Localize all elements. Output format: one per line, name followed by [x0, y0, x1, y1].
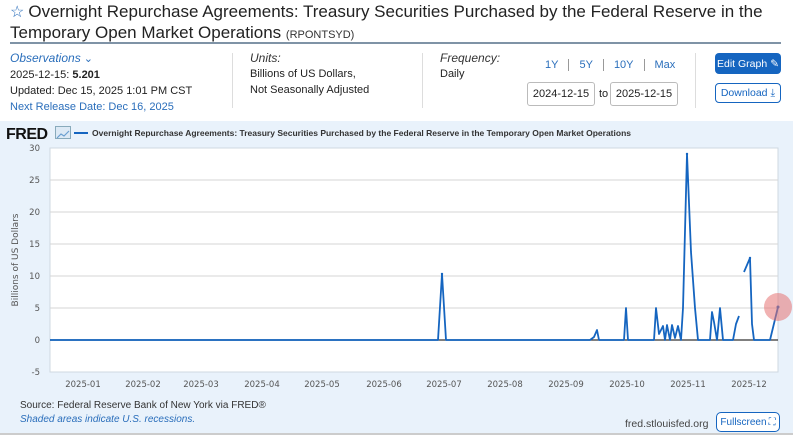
source-text: Source: Federal Reserve Bank of New York…: [20, 400, 266, 411]
units-label: Units:: [250, 51, 281, 65]
svg-text:2025-07: 2025-07: [426, 380, 462, 390]
observations-panel: Observations ⌄ 2025-12-15: 5.201 Updated…: [10, 50, 192, 115]
bottom-divider: [0, 433, 793, 435]
frequency-panel: Frequency: Daily: [440, 50, 500, 82]
series-line: [50, 153, 740, 341]
recession-note-link[interactable]: Shaded areas indicate U.S. recessions.: [20, 414, 196, 425]
updated-text: Updated: Dec 15, 2025 1:01 PM CST: [10, 85, 193, 97]
svg-text:30: 30: [29, 144, 40, 154]
chevron-down-icon[interactable]: ⌄: [83, 53, 93, 65]
title-area: ☆ Overnight Repurchase Agreements: Treasu…: [10, 2, 780, 45]
svg-text:15: 15: [29, 240, 40, 250]
next-release-link[interactable]: Next Release Date: Dec 16, 2025: [10, 101, 174, 113]
svg-text:10: 10: [29, 272, 40, 282]
plot-area: [49, 147, 779, 373]
svg-text:25: 25: [29, 176, 40, 186]
svg-text:2025-12: 2025-12: [731, 380, 767, 390]
chart-legend: Overnight Repurchase Agreements: Treasur…: [74, 128, 631, 138]
start-date-input[interactable]: 2024-12-15: [527, 82, 595, 106]
frequency-label: Frequency:: [440, 51, 501, 65]
svg-text:2025-01: 2025-01: [65, 380, 101, 390]
range-10y-link[interactable]: 10Y: [602, 59, 644, 71]
svg-text:2025-10: 2025-10: [609, 380, 645, 390]
latest-point-highlight: [764, 293, 792, 321]
frequency-value: Daily: [440, 68, 465, 80]
observations-dropdown[interactable]: Observations ⌄: [10, 51, 93, 65]
download-icon: ⤓: [770, 86, 776, 99]
edit-graph-button[interactable]: Edit Graph ✎: [715, 53, 781, 74]
divider: [422, 53, 423, 108]
fullscreen-button[interactable]: Fullscreen ⛶: [716, 412, 780, 432]
svg-text:2025-08: 2025-08: [487, 380, 523, 390]
svg-text:2025-05: 2025-05: [304, 380, 340, 390]
svg-text:2025-11: 2025-11: [670, 380, 706, 390]
svg-text:2025-06: 2025-06: [366, 380, 402, 390]
divider: [232, 53, 233, 108]
svg-text:2025-02: 2025-02: [125, 380, 161, 390]
svg-text:-5: -5: [32, 368, 40, 378]
divider: [695, 53, 696, 108]
legend-swatch: [74, 132, 88, 134]
range-links: 1Y 5Y 10Y Max: [535, 59, 685, 71]
line-chart[interactable]: 30 25 20 15 10 5 0 -5 Billions of US Dol…: [0, 121, 793, 401]
fred-logo: FRED: [6, 126, 48, 143]
units-adjustment: Not Seasonally Adjusted: [250, 84, 370, 96]
svg-text:20: 20: [29, 208, 40, 218]
y-axis-label: Billions of US Dollars: [11, 213, 21, 306]
chart-icon: [55, 126, 71, 139]
fullscreen-icon: ⛶: [768, 416, 776, 428]
svg-text:5: 5: [35, 304, 40, 314]
range-max-link[interactable]: Max: [643, 59, 686, 71]
units-panel: Units: Billions of US Dollars, Not Seaso…: [250, 50, 369, 98]
to-label: to: [599, 88, 609, 100]
download-button[interactable]: Download ⤓: [715, 83, 781, 103]
x-tick-labels: 2025-01 2025-02 2025-03 2025-04 2025-05 …: [65, 380, 767, 390]
page-title: ☆ Overnight Repurchase Agreements: Treasu…: [10, 2, 763, 42]
end-date-input[interactable]: 2025-12-15: [610, 82, 678, 106]
svg-text:0: 0: [35, 336, 40, 346]
fred-site-link[interactable]: fred.stlouisfed.org: [625, 418, 709, 430]
latest-observation: 2025-12-15: 5.201: [10, 69, 100, 81]
y-tick-labels: 30 25 20 15 10 5 0 -5: [29, 144, 40, 378]
range-5y-link[interactable]: 5Y: [568, 59, 602, 71]
svg-text:2025-04: 2025-04: [244, 380, 280, 390]
title-divider: [10, 42, 781, 44]
svg-text:2025-03: 2025-03: [183, 380, 219, 390]
series-id: (RPONTSYD): [285, 29, 355, 41]
units-value: Billions of US Dollars,: [250, 68, 356, 80]
star-outline-icon[interactable]: ☆: [10, 4, 25, 21]
range-1y-link[interactable]: 1Y: [545, 59, 559, 71]
svg-text:2025-09: 2025-09: [548, 380, 584, 390]
graph-panel: FRED Overnight Repurchase Agreements: Tr…: [0, 121, 793, 435]
edit-icon: ✎: [770, 57, 779, 70]
